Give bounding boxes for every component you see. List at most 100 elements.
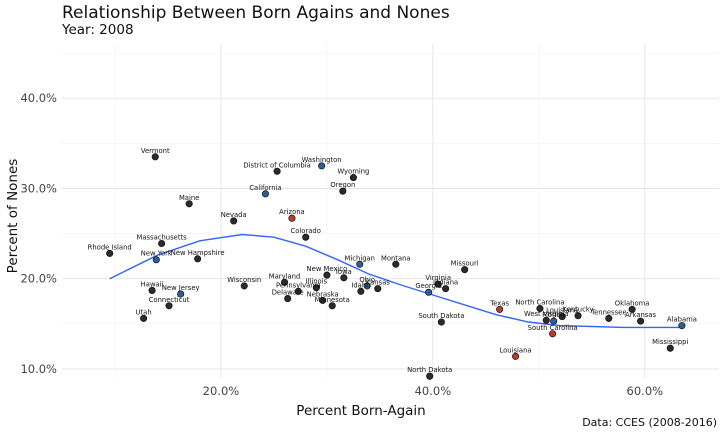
x-tick-label: 40.0% [415,384,452,398]
point-idaho [357,287,365,295]
point-south-carolina [549,330,557,338]
label-south-carolina: South Carolina [528,324,578,332]
point-california [261,190,270,198]
y-tick-label: 30.0% [20,181,57,195]
label-kansas: Kansas [366,279,391,287]
label-delaware: Delaware [272,289,304,297]
point-iowa [340,274,348,282]
point-arizona [288,214,296,222]
point-louisiana [511,352,520,360]
point-district-of-columbia [273,167,281,175]
point-connecticut [165,302,173,310]
label-maryland: Maryland [269,272,301,280]
trend-line [109,233,682,329]
label-indiana: Indiana [433,279,458,287]
label-minnesota: Minnesota [315,296,350,304]
point-pennsylvania [294,287,302,295]
y-axis-title: Percent of Nones [5,159,21,274]
point-delaware [284,295,292,303]
point-wisconsin [240,282,248,290]
point-maryland [280,278,289,286]
label-north-carolina: North Carolina [515,298,564,306]
label-mississippi: Mississippi [652,338,688,346]
point-minnesota [328,302,336,310]
label-maine: Maine [179,194,199,202]
point-arkansas [637,317,645,325]
point-new-york [152,256,160,264]
label-missouri: Missouri [451,260,479,268]
point-vermont [151,153,159,161]
label-hawaii: Hawaii [141,280,164,288]
point-rhode-island [106,249,114,257]
x-axis-title: Percent Born-Again [296,403,425,419]
point-oklahoma [628,305,636,313]
chart-subtitle: Year: 2008 [62,22,134,38]
point-west-virginia [542,316,550,324]
label-vermont: Vermont [141,147,170,155]
label-colorado: Colorado [291,227,321,235]
label-georgia: Georgia [415,282,442,290]
points-layer [106,153,686,380]
label-oklahoma: Oklahoma [615,299,650,307]
point-alabama [678,322,686,330]
label-utah: Utah [136,308,152,316]
point-virginia [434,280,442,288]
label-pennsylvania: Pennsylvania [276,281,321,289]
label-massachusetts: Massachusetts [136,233,187,241]
point-maine [185,200,193,208]
point-louisiana [558,313,566,321]
label-new-mexico: New Mexico [307,265,348,273]
point-north-dakota [426,372,434,380]
point-washington [318,162,326,170]
point-mississippi [666,344,674,352]
point-nevada [230,217,238,225]
label-virginia: Virginia [425,274,451,282]
label-new-hampshire: New Hampshire [171,249,225,257]
point-colorado [302,233,310,241]
label-arkansas: Arkansas [625,311,656,319]
label-illinois: Illinois [306,278,328,286]
label-tennessee: Tennessee [590,308,626,316]
point-new-hampshire [194,255,202,263]
y-tick-label: 10.0% [20,362,57,376]
point-georgia [425,288,433,296]
point-new-mexico [323,271,331,279]
label-nebraska: Nebraska [307,290,339,298]
labels-layer: Vermont Maine Massachusetts Rhode Island New… [88,147,697,374]
label-wisconsin: Wisconsin [227,276,261,284]
point-north-carolina [536,304,544,313]
label-nevada: Nevada [221,211,247,219]
label-arizona: Arizona [279,208,305,216]
point-new-jersey [177,290,185,298]
point-missouri [461,266,469,274]
point-texas [496,305,504,313]
chart-caption: Data: CCES (2008-2016) [582,416,717,429]
label-alabama: Alabama [667,316,697,324]
label-north-dakota: North Dakota [407,366,452,374]
point-oregon [339,187,347,195]
label-ohio: Ohio [359,276,375,284]
label-rhode-island: Rhode Island [88,243,132,251]
point-michigan [356,260,364,268]
point-florida [550,317,558,325]
x-tick-label: 60.0% [627,384,664,398]
point-illinois [312,284,320,292]
label-wyoming: Wyoming [337,168,369,176]
label-west-virginia: West Virginia [524,310,569,318]
label-california: California [249,184,281,192]
label-new-york: New York [141,250,172,258]
x-tick-label: 20.0% [203,384,240,398]
point-indiana [442,285,450,293]
point-south-dakota [437,318,445,326]
label-south-dakota: South Dakota [418,312,464,320]
point-montana [392,260,400,268]
y-tick-label: 20.0% [20,272,57,286]
label-idaho: Idaho [351,281,370,289]
point-ohio [363,282,371,290]
label-montana: Montana [381,254,411,262]
y-tick-label: 40.0% [20,91,57,105]
point-wyoming [349,174,357,182]
label-new-jersey: New Jersey [162,284,200,292]
point-kansas [374,285,382,293]
